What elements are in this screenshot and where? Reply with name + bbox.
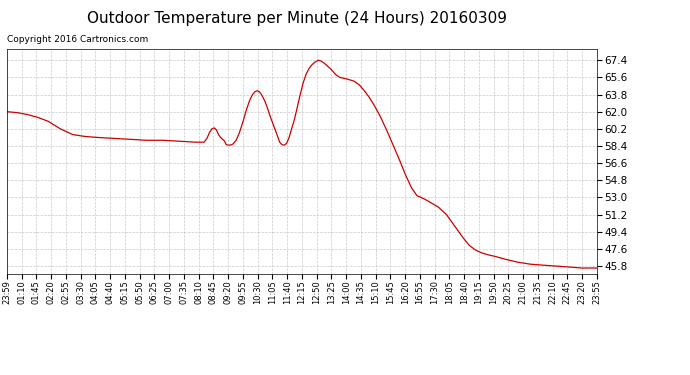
Text: Temperature  (°F): Temperature (°F) [461,32,567,42]
Text: Outdoor Temperature per Minute (24 Hours) 20160309: Outdoor Temperature per Minute (24 Hours… [87,11,506,26]
Text: Copyright 2016 Cartronics.com: Copyright 2016 Cartronics.com [7,35,148,44]
